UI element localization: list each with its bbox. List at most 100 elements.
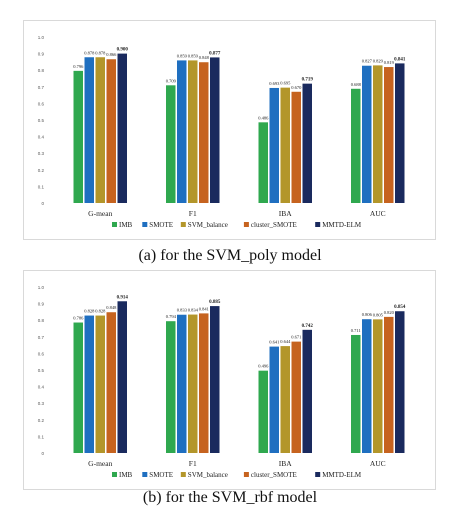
legend-label: SVM_balance xyxy=(188,221,228,229)
data-label: 0.885 xyxy=(209,300,221,305)
data-label: 0.833 xyxy=(177,308,188,313)
data-label: 0.671 xyxy=(291,335,301,340)
legend-item-cluster-smote: cluster_SMOTE xyxy=(243,471,297,479)
y-tick-label: 0.5 xyxy=(38,118,45,123)
chart-panel-svm-rbf: 0 0.1 0.2 0.3 0.4 0.5 0.6 0.7 0.8 0.9 1.0 0.786 0.82… xyxy=(23,270,436,490)
bar-mmtd-elm-g-mean xyxy=(117,301,127,453)
data-label: 0.794 xyxy=(166,314,177,319)
x-tick-label: G-mean xyxy=(88,459,112,468)
bar-smote-g-mean xyxy=(84,57,94,203)
bar-svm-balance-f1 xyxy=(188,60,198,203)
legend-item-svm-balance: SVM_balance xyxy=(180,221,228,229)
caption-svm-poly: (a) for the SVM_poly model xyxy=(138,247,322,264)
x-tick-label: AUC xyxy=(370,209,386,218)
legend-label: cluster_SMOTE xyxy=(251,221,297,229)
bar-svm-balance-g-mean xyxy=(95,315,105,453)
data-label: 0.742 xyxy=(302,324,314,329)
bar-svm-balance-auc xyxy=(373,65,383,203)
bar-smote-f1 xyxy=(177,314,187,453)
data-label: 0.806 xyxy=(362,312,373,317)
bar-mmtd-elm-g-mean xyxy=(117,53,127,203)
legend-label: IMB xyxy=(119,221,133,229)
legend-item-mmtd-elm: MMTD-ELM xyxy=(315,471,362,479)
data-label: 0.827 xyxy=(362,59,373,64)
legend-item-imb: IMB xyxy=(112,221,133,229)
bar-smote-iba xyxy=(269,87,279,203)
legend-swatch xyxy=(180,222,186,227)
bar-svm-balance-g-mean xyxy=(95,57,105,203)
bar-smote-auc xyxy=(362,319,372,453)
legend-swatch xyxy=(112,472,117,477)
bar-imb-iba xyxy=(258,122,268,203)
legend-swatch xyxy=(243,222,249,227)
y-tick-label: 0.8 xyxy=(38,318,45,323)
legend-label: cluster_SMOTE xyxy=(251,471,297,479)
y-tick-label: 0.3 xyxy=(38,151,45,156)
legend-item-smote: SMOTE xyxy=(142,471,173,479)
legend-swatch xyxy=(142,222,148,227)
legend-label: SVM_balance xyxy=(188,471,228,479)
data-label: 0.693 xyxy=(269,81,280,86)
y-tick-label: 0.7 xyxy=(38,85,45,90)
y-tick-label: 0.6 xyxy=(38,101,45,106)
data-label: 0.695 xyxy=(280,81,291,86)
data-label: 0.841 xyxy=(199,306,209,311)
bar-imb-auc xyxy=(351,88,361,203)
legend-item-imb: IMB xyxy=(112,471,133,479)
legend-swatch xyxy=(112,222,117,227)
bar-imb-iba xyxy=(258,370,268,453)
y-tick-label: 1.0 xyxy=(38,35,45,40)
bar-smote-g-mean xyxy=(84,315,94,453)
data-label: 0.641 xyxy=(269,340,279,345)
bar-mmtd-elm-auc xyxy=(395,63,405,204)
y-tick-label: 0.6 xyxy=(38,351,45,356)
bar-cluster-smote-g-mean xyxy=(106,59,116,203)
data-label: 0.688 xyxy=(351,82,362,87)
data-label: 0.711 xyxy=(351,328,361,333)
y-tick-label: 0.7 xyxy=(38,335,45,340)
legend-label: IMB xyxy=(119,471,133,479)
legend-label: MMTD-ELM xyxy=(322,471,362,479)
bar-mmtd-elm-iba xyxy=(302,83,312,203)
data-label: 0.841 xyxy=(394,57,406,62)
bar-mmtd-elm-f1 xyxy=(210,306,220,453)
bar-chart-svm-rbf: 00.10.20.30.40.50.60.70.80.91.00.7860.82… xyxy=(38,285,406,479)
bar-imb-g-mean xyxy=(73,70,83,203)
data-label: 0.866 xyxy=(106,52,117,57)
bar-smote-iba xyxy=(269,346,279,453)
bar-smote-f1 xyxy=(177,60,187,203)
data-label: 0.670 xyxy=(291,85,302,90)
bar-cluster-smote-f1 xyxy=(199,62,209,204)
y-tick-label: 0.4 xyxy=(38,135,45,140)
bar-imb-f1 xyxy=(166,321,176,453)
data-label: 0.805 xyxy=(373,312,384,317)
data-label: 0.848 xyxy=(106,305,117,310)
bar-svm-balance-auc xyxy=(373,319,383,453)
x-tick-label: IBA xyxy=(279,459,293,468)
data-label: 0.854 xyxy=(394,305,406,310)
legend-label: MMTD-ELM xyxy=(322,221,362,229)
data-label: 0.914 xyxy=(117,295,129,300)
legend-item-smote: SMOTE xyxy=(142,221,173,229)
y-tick-label: 0.2 xyxy=(38,418,45,423)
y-tick-label: 0.5 xyxy=(38,368,45,373)
data-label: 0.859 xyxy=(177,53,188,58)
legend-swatch xyxy=(315,222,321,227)
y-tick-label: 0.1 xyxy=(38,434,45,439)
bar-imb-auc xyxy=(351,334,361,453)
legend-label: SMOTE xyxy=(149,471,173,479)
y-tick-label: 0.9 xyxy=(38,52,45,57)
data-label: 0.859 xyxy=(188,53,199,58)
legend-label: SMOTE xyxy=(149,221,173,229)
bar-cluster-smote-f1 xyxy=(199,313,209,453)
data-label: 0.820 xyxy=(384,310,395,315)
bar-cluster-smote-iba xyxy=(291,341,301,453)
x-tick-label: AUC xyxy=(370,459,386,468)
x-tick-label: F1 xyxy=(189,459,197,468)
data-label: 0.709 xyxy=(166,78,177,83)
data-label: 0.828 xyxy=(84,309,95,314)
data-label: 0.877 xyxy=(209,51,221,56)
data-label: 0.878 xyxy=(84,50,95,55)
bar-mmtd-elm-iba xyxy=(302,329,312,453)
data-label: 0.496 xyxy=(258,364,269,369)
